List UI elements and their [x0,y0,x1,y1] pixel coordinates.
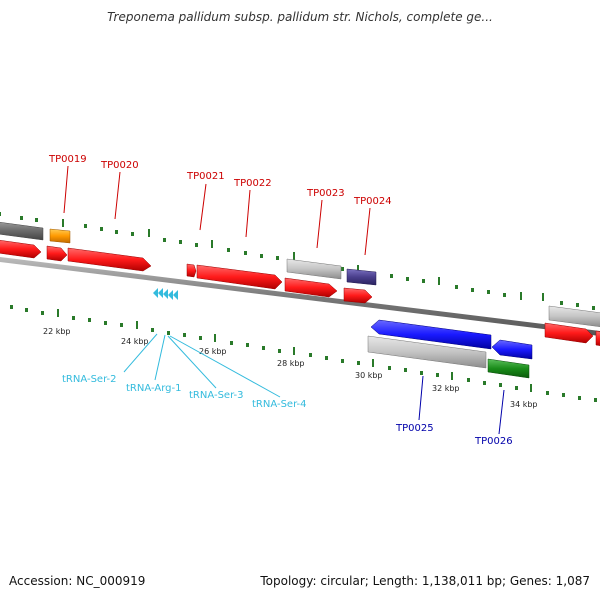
trna-label-leaders [123,333,281,398]
gene-dark-gray[interactable] [0,222,44,241]
label-trna-ser-4: tRNA-Ser-4 [252,399,307,410]
gene-tp0023[interactable] [286,258,342,280]
scale-label-30kbp: 30 kbp [355,371,383,380]
gene-tp0021[interactable] [196,264,283,290]
reverse-label-leaders [418,375,505,435]
forward-strand-genes[interactable] [0,222,600,346]
label-tp0021: TP0021 [186,171,225,182]
label-tp0023: TP0023 [306,188,345,199]
reverse-strand-genes[interactable] [153,288,533,379]
label-tp0026: TP0026 [474,436,513,447]
label-tp0020: TP0020 [100,160,139,171]
gene-red-right[interactable] [544,322,594,344]
label-tp0024: TP0024 [353,196,392,207]
upper-ruler [0,212,595,310]
gene-gray-long[interactable] [367,335,487,369]
trna-labels: tRNA-Ser-2 tRNA-Arg-1 tRNA-Ser-3 tRNA-Se… [62,374,307,410]
reverse-gene-labels: TP0025 TP0026 [395,423,513,447]
scale-label-34kbp: 34 kbp [510,400,538,409]
scale-label-28kbp: 28 kbp [277,359,305,368]
trna-chevron-icon [153,288,158,298]
gene-gray-right[interactable] [548,305,600,327]
trna-chevron-icon [158,288,163,298]
gene-tp0024[interactable] [346,268,377,286]
trna-cluster[interactable] [153,288,178,300]
gene-tp0019[interactable] [49,228,71,244]
gene-red-right-2[interactable] [595,330,600,346]
genome-backbone [0,257,600,336]
forward-label-leaders [63,165,371,256]
forward-gene-labels: TP0019 TP0020 TP0021 TP0022 TP0023 TP002… [48,154,392,207]
trna-chevron-icon [173,290,178,300]
scale-label-22kbp: 22 kbp [43,327,71,336]
label-trna-arg-1: tRNA-Arg-1 [126,383,181,394]
gene-red-tiny[interactable] [186,263,197,278]
gene-red-small-2[interactable] [343,287,373,304]
gene-tp0025[interactable] [370,319,492,350]
lower-ruler [10,305,597,402]
trna-chevron-icon [163,289,168,299]
map-title: Treponema pallidum subsp. pallidum str. … [107,10,493,24]
label-tp0019: TP0019 [48,154,87,165]
topology-summary: Topology: circular; Length: 1,138,011 bp… [260,574,590,588]
scale-label-26kbp: 26 kbp [199,347,227,356]
label-tp0022: TP0022 [233,178,272,189]
scale-label-24kbp: 24 kbp [121,337,149,346]
gene-red-small[interactable] [46,245,68,262]
gene-tp0022[interactable] [284,277,338,298]
scale-labels: 22 kbp 24 kbp 26 kbp 28 kbp 30 kbp 32 kb… [43,327,538,409]
label-trna-ser-3: tRNA-Ser-3 [189,390,244,401]
label-tp0025: TP0025 [395,423,434,434]
label-trna-ser-2: tRNA-Ser-2 [62,374,117,385]
gene-tp0026[interactable] [491,339,533,360]
scale-label-32kbp: 32 kbp [432,384,460,393]
trna-chevron-icon [168,290,173,300]
gene-tp0020[interactable] [67,247,152,272]
accession-text: Accession: NC_000919 [9,574,146,588]
gene-green[interactable] [487,358,530,379]
gene-red-partial[interactable] [0,240,42,259]
